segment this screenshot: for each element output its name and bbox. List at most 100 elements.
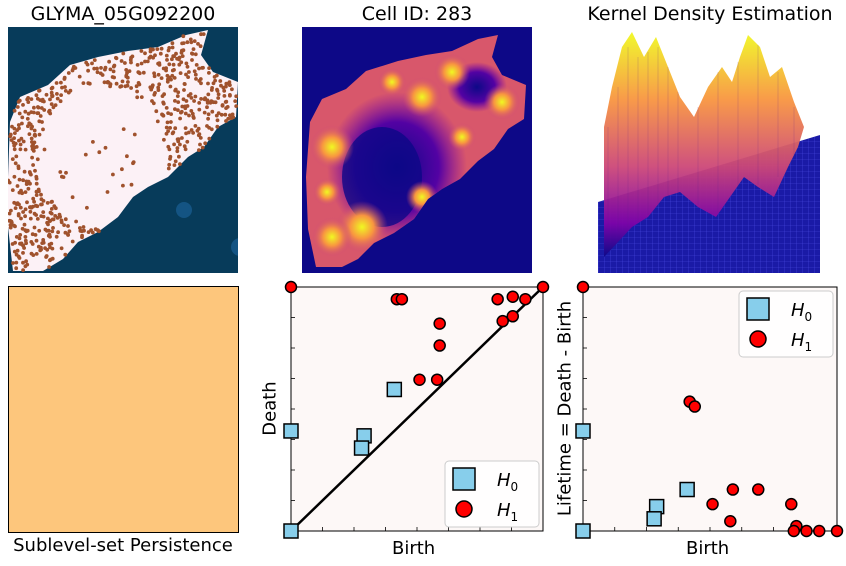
transcript-dot: [189, 96, 194, 100]
transcript-dot: [148, 85, 153, 90]
transcript-dot: [49, 86, 54, 91]
transcript-dot: [192, 99, 197, 103]
transcript-dot: [180, 104, 185, 109]
transcript-dot: [74, 219, 78, 224]
transcript-dot: [9, 208, 13, 213]
transcript-dot: [156, 61, 161, 66]
h1-point: [433, 317, 446, 330]
h1-point: [812, 524, 826, 538]
h1-point: [688, 400, 702, 413]
transcript-dot: [40, 120, 44, 124]
transcript-dot: [214, 113, 219, 118]
transcript-dot: [10, 157, 15, 162]
transcript-dot: [27, 132, 32, 136]
transcript-dot: [139, 61, 144, 66]
transcript-dot: [16, 123, 21, 127]
transcript-dot: [14, 266, 19, 271]
transcript-dot: [181, 48, 186, 53]
transcript-dot: [30, 242, 35, 246]
transcript-dot: [201, 32, 206, 36]
transcript-dot: [46, 222, 50, 227]
transcript-dot: [158, 51, 163, 56]
transcript-dot: [121, 127, 126, 131]
transcript-dot: [135, 89, 139, 94]
transcript-dot: [8, 134, 13, 139]
transcript-dot: [189, 40, 194, 45]
transcript-dot: [56, 230, 60, 235]
transcript-dot: [24, 179, 29, 184]
transcript-dot: [48, 97, 52, 102]
transcript-dot: [49, 241, 54, 246]
transcript-dot: [54, 234, 59, 239]
transcript-dot: [184, 61, 189, 66]
transcript-dot: [154, 109, 159, 114]
transcript-dot: [201, 65, 205, 70]
transcript-dot: [26, 186, 31, 191]
transcript-dot: [23, 190, 28, 195]
transcript-dot: [39, 197, 44, 202]
h1-point: [706, 497, 719, 511]
transcript-dot: [219, 112, 224, 117]
transcript-dot: [25, 116, 30, 121]
transcript-dot: [226, 116, 231, 121]
transcript-dot: [135, 95, 140, 100]
transcript-dot: [31, 196, 36, 201]
lifetime-xlabel: Birth: [686, 538, 730, 559]
transcript-dot: [18, 142, 23, 147]
transcript-dot: [183, 126, 188, 130]
transcript-dot: [8, 211, 12, 216]
transcript-dot: [114, 81, 119, 86]
transcript-dot: [37, 228, 42, 233]
transcript-dot: [215, 89, 220, 93]
h1-point: [491, 292, 504, 306]
transcript-dot: [17, 111, 22, 116]
h1-point: [506, 290, 520, 304]
cell-density-heatmap: [302, 27, 532, 273]
transcript-dot: [234, 94, 238, 99]
transcript-dot: [192, 39, 197, 43]
transcript-dot: [134, 84, 139, 89]
transcript-dot: [215, 124, 220, 129]
transcript-dot: [192, 69, 197, 74]
transcript-dot: [179, 109, 184, 114]
transcript-dot: [23, 109, 28, 114]
h1-point: [576, 280, 590, 294]
h1-point: [536, 280, 550, 294]
transcript-dot: [230, 112, 235, 117]
transcript-dot: [182, 88, 186, 92]
transcript-dot: [106, 80, 111, 85]
transcript-dot: [213, 78, 218, 83]
transcript-dot: [165, 120, 170, 125]
transcript-dot: [50, 94, 55, 99]
transcript-dot: [21, 103, 25, 107]
transcript-dot: [176, 100, 181, 104]
transcript-dot: [162, 137, 166, 142]
transcript-dot: [159, 46, 164, 51]
transcript-dot: [85, 62, 90, 67]
transcript-dot: [170, 131, 175, 136]
transcript-dot: [173, 99, 177, 103]
transcript-dot: [80, 229, 85, 233]
transcript-dot: [49, 200, 54, 204]
transcript-dot: [185, 64, 190, 69]
transcript-dot: [80, 233, 84, 238]
transcript-dot: [12, 108, 17, 113]
transcript-dot: [100, 73, 105, 77]
transcript-dot: [164, 66, 169, 70]
transcript-dot: [164, 106, 169, 110]
transcript-dot: [59, 80, 63, 85]
transcript-dot: [111, 69, 116, 74]
h1-point: [785, 497, 798, 511]
transcript-dot: [50, 246, 55, 251]
transcript-dot: [38, 114, 43, 118]
transcript-dot: [12, 223, 16, 228]
transcript-dot: [36, 187, 41, 192]
transcript-dot: [44, 254, 49, 258]
transcript-dot: [31, 163, 35, 167]
transcript-dot: [131, 160, 136, 165]
transcript-dot: [119, 59, 124, 63]
h0-point: [283, 423, 299, 439]
transcript-dot: [127, 69, 132, 73]
transcript-dot: [8, 225, 13, 230]
